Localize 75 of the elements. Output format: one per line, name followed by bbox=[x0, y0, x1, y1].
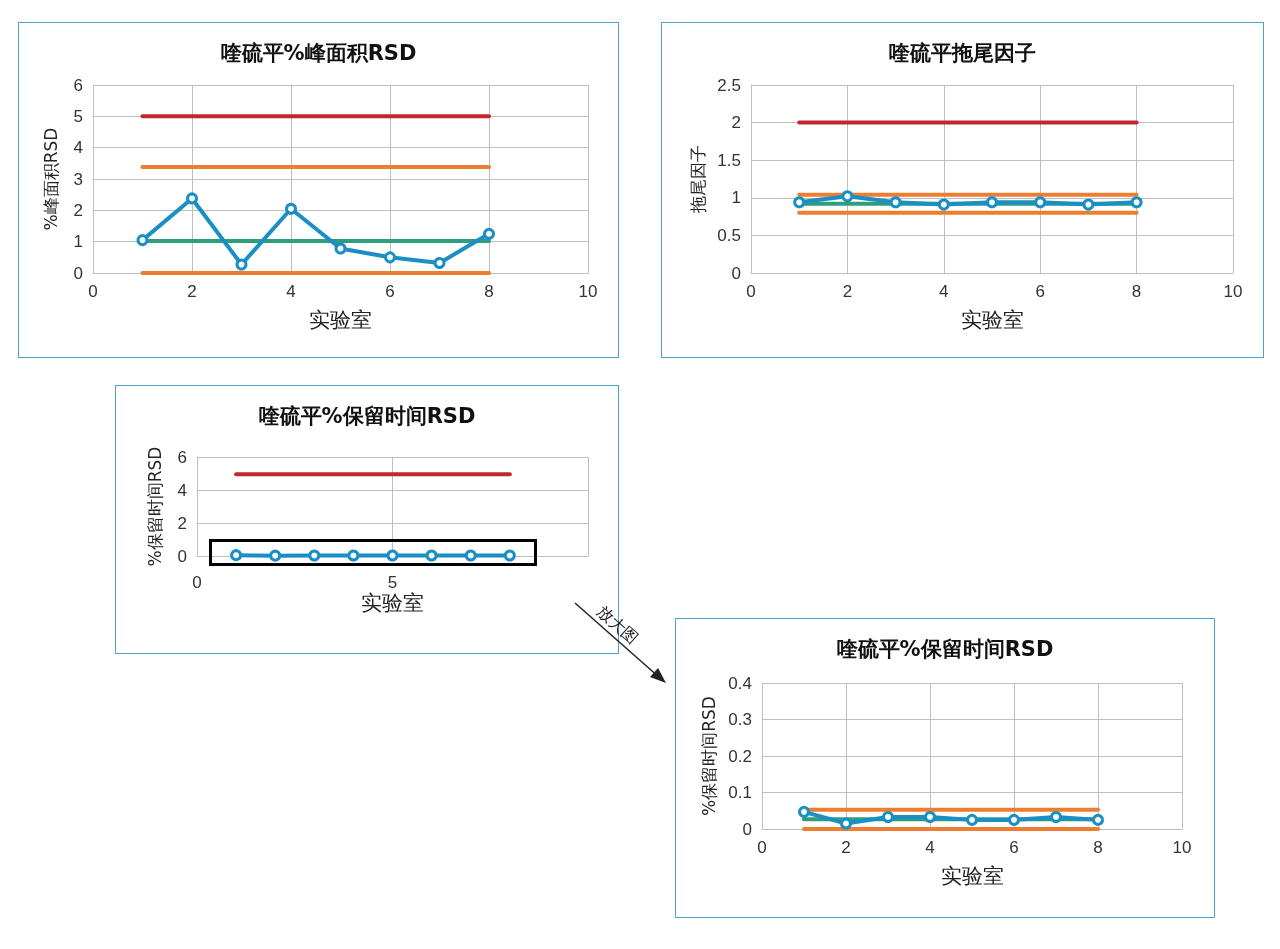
point bbox=[186, 192, 198, 205]
x-tick-label: 8 bbox=[1093, 838, 1103, 857]
point bbox=[285, 202, 297, 215]
point bbox=[841, 190, 854, 203]
x-axis-title: 实验室 bbox=[940, 863, 1004, 888]
y-tick-label: 2 bbox=[731, 113, 741, 133]
x-tick-label: 10 bbox=[1223, 282, 1243, 301]
point bbox=[384, 251, 396, 264]
chart-title: 喹硫平%保留时间RSD bbox=[258, 403, 476, 428]
x-tick-label: 8 bbox=[1131, 282, 1142, 301]
y-tick-label: 0 bbox=[731, 263, 741, 283]
point bbox=[798, 805, 810, 818]
x-tick-label: 0 bbox=[88, 282, 98, 301]
x-axis-title: 实验室 bbox=[309, 307, 372, 332]
x-tick-label: 6 bbox=[1009, 838, 1019, 857]
point bbox=[882, 810, 894, 823]
y-tick-label: 6 bbox=[73, 75, 83, 95]
x-tick-label: 10 bbox=[578, 282, 598, 301]
x-tick-label: 4 bbox=[286, 282, 296, 301]
point bbox=[433, 256, 446, 269]
point bbox=[235, 258, 248, 271]
x-axis-title: 实验室 bbox=[960, 307, 1024, 332]
point bbox=[1082, 198, 1095, 211]
point bbox=[793, 196, 806, 209]
y-axis-title: 拖尾因子 bbox=[687, 145, 708, 214]
y-tick-label: 4 bbox=[177, 480, 187, 500]
y-tick-label: 5 bbox=[73, 106, 83, 126]
chart-title: 喹硫平拖尾因子 bbox=[889, 40, 1036, 65]
x-tick-label: 10 bbox=[1172, 838, 1192, 857]
y-tick-label: 0.4 bbox=[728, 673, 752, 693]
y-tick-label: 0.1 bbox=[728, 783, 752, 802]
point bbox=[840, 817, 852, 830]
point bbox=[1008, 813, 1020, 826]
x-tick-label: 6 bbox=[385, 282, 395, 301]
y-tick-label: 2.5 bbox=[717, 75, 741, 95]
y-tick-label: 4 bbox=[73, 138, 83, 158]
y-axis-title: %峰面积RSD bbox=[40, 127, 61, 231]
x-tick-label: 2 bbox=[842, 282, 853, 301]
x-tick-label: 0 bbox=[757, 838, 767, 857]
y-tick-label: 1.5 bbox=[717, 150, 741, 170]
y-tick-label: 2 bbox=[73, 200, 83, 220]
x-tick-label: 6 bbox=[1035, 282, 1045, 301]
point bbox=[889, 196, 902, 209]
point bbox=[966, 813, 978, 826]
y-axis-title: %保留时间RSD bbox=[698, 696, 719, 816]
y-tick-label: 1 bbox=[731, 188, 741, 208]
point bbox=[937, 198, 950, 211]
y-tick-label: 0.3 bbox=[728, 710, 752, 729]
y-tick-label: 0 bbox=[177, 546, 187, 566]
chart-title: 喹硫平%峰面积RSD bbox=[220, 40, 417, 65]
y-tick-label: 2 bbox=[177, 513, 187, 533]
y-tick-label: 3 bbox=[73, 169, 83, 189]
point bbox=[1034, 196, 1047, 209]
x-tick-label: 2 bbox=[841, 838, 851, 857]
x-tick-label: 4 bbox=[939, 282, 949, 301]
point bbox=[483, 227, 495, 240]
y-tick-label: 0 bbox=[73, 263, 83, 283]
point bbox=[1130, 196, 1143, 209]
x-tick-label: 8 bbox=[484, 282, 494, 301]
y-tick-label: 0.5 bbox=[717, 225, 741, 245]
y-tick-label: 6 bbox=[177, 447, 187, 467]
point bbox=[986, 196, 998, 209]
y-tick-label: 0.2 bbox=[728, 746, 752, 766]
point bbox=[1092, 813, 1104, 826]
point bbox=[1050, 810, 1062, 823]
y-tick-label: 0 bbox=[742, 819, 752, 839]
y-axis-title: %保留时间RSD bbox=[144, 446, 165, 567]
point bbox=[924, 810, 936, 823]
text: 放大图 bbox=[592, 602, 643, 650]
y-tick-label: 1 bbox=[73, 232, 83, 252]
x-tick-label: 4 bbox=[925, 838, 935, 857]
chart-title: 喹硫平%保留时间RSD bbox=[836, 636, 1054, 661]
point bbox=[334, 242, 347, 255]
x-axis-title: 实验室 bbox=[361, 590, 424, 615]
point bbox=[136, 234, 149, 247]
